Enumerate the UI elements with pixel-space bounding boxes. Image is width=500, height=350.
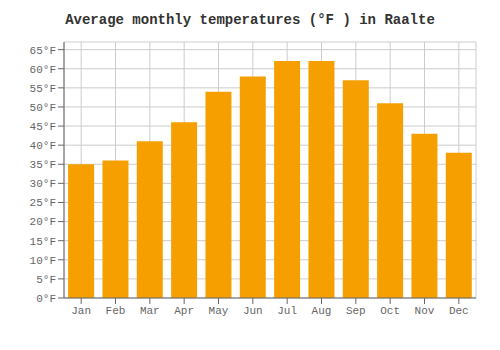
svg-text:Feb: Feb <box>106 305 126 317</box>
svg-text:Jul: Jul <box>277 305 297 317</box>
svg-text:55°F: 55°F <box>30 83 56 95</box>
svg-text:15°F: 15°F <box>30 236 56 248</box>
svg-text:10°F: 10°F <box>30 255 56 267</box>
svg-text:65°F: 65°F <box>30 45 56 57</box>
svg-text:30°F: 30°F <box>30 178 56 190</box>
svg-text:45°F: 45°F <box>30 121 56 133</box>
svg-text:25°F: 25°F <box>30 197 56 209</box>
svg-text:May: May <box>209 305 229 317</box>
svg-text:35°F: 35°F <box>30 159 56 171</box>
svg-text:60°F: 60°F <box>30 64 56 76</box>
svg-text:40°F: 40°F <box>30 140 56 152</box>
svg-text:20°F: 20°F <box>30 216 56 228</box>
svg-text:Jun: Jun <box>243 305 263 317</box>
svg-text:5°F: 5°F <box>36 274 56 286</box>
svg-text:Jan: Jan <box>71 305 91 317</box>
svg-text:0°F: 0°F <box>36 293 56 305</box>
svg-text:Nov: Nov <box>415 305 435 317</box>
html-text:Average monthly temperatures (: Average monthly temperatures (°F ) in Ra… <box>65 12 435 28</box>
svg-text:Oct: Oct <box>380 305 400 317</box>
svg-text:Apr: Apr <box>174 305 194 317</box>
svg-text:Dec: Dec <box>449 305 469 317</box>
svg-text:Mar: Mar <box>140 305 160 317</box>
svg-text:Sep: Sep <box>346 305 366 317</box>
svg-text:50°F: 50°F <box>30 102 56 114</box>
svg-text:Aug: Aug <box>312 305 332 317</box>
